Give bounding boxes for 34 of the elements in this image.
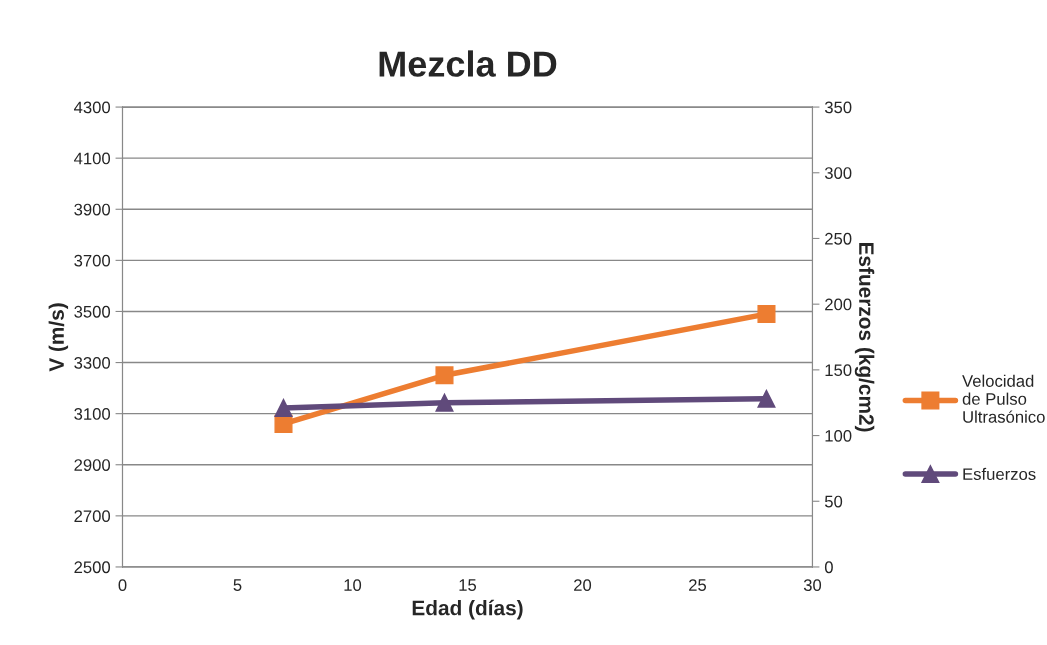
y2-tick-label: 300 [824,167,852,179]
legend-label: Esfuerzos [963,467,1036,481]
y2-tick-label: 0 [824,561,833,574]
y-tick-label: 3100 [74,408,111,420]
x-tick-label: 15 [459,579,477,591]
y2-tick-label: 50 [824,495,843,508]
x-axis-title: Edad (días) [412,599,523,620]
y-tick-label: 2900 [74,459,111,471]
y-tick-label: 2700 [74,510,111,523]
y-tick-label: 3900 [74,203,111,216]
y-tick-label: 3500 [74,305,111,318]
y2-tick-label: 350 [824,101,852,114]
y-tick-label: 3700 [74,254,111,267]
x-tick-label: 10 [344,579,362,591]
y2-tick-label: 150 [825,364,852,377]
point [274,414,293,433]
chart-title: Mezcla DD [379,50,557,77]
y-tick-label: 4300 [74,101,111,114]
y2-tick-label: 250 [825,232,852,245]
y-tick-label: 3300 [74,356,111,369]
point [757,304,776,324]
y2-tick-label: 100 [825,429,852,442]
x-tick-label: 25 [689,579,707,591]
y-axis-title: V (m/s) [48,303,69,372]
x-tick-label: 0 [118,579,127,591]
x-tick-label: 5 [233,579,242,591]
legend-label: Velocidad de Pulso Ultrasónico [962,374,1045,423]
y-tick-label: 2500 [74,561,111,574]
x-tick-label: 20 [574,579,592,591]
x-tick-label: 30 [803,579,822,591]
y-tick-label: 4100 [74,152,111,165]
point [435,366,454,385]
y2-tick-label: 200 [825,298,852,311]
y2-axis-title: Esfuerzos (kg/cm2) [854,242,875,432]
